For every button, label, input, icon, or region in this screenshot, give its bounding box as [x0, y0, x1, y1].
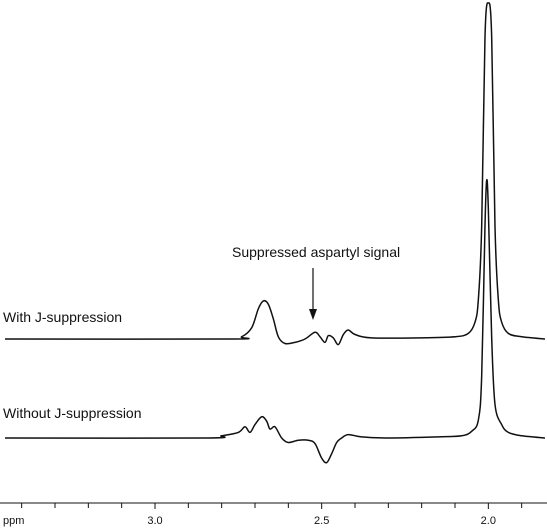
series-line-with-j-suppression: [4, 2, 546, 346]
annotation-suppressed-aspartyl-signal: Suppressed aspartyl signal: [232, 244, 400, 260]
series-label-without-j-suppression: Without J-suppression: [3, 405, 142, 421]
annotation-arrow: [309, 268, 317, 320]
series-line-without-j-suppression: [4, 178, 546, 464]
series-label-with-j-suppression: With J-suppression: [3, 309, 122, 325]
x-axis-title: ppm: [3, 515, 24, 527]
x-tick-label: 2.5: [314, 515, 329, 527]
x-tick-label: 2.0: [481, 515, 496, 527]
x-axis: 3.0 2.5 2.0: [0, 502, 547, 527]
x-tick-label: 3.0: [147, 515, 162, 527]
plot-area: [4, 2, 546, 464]
